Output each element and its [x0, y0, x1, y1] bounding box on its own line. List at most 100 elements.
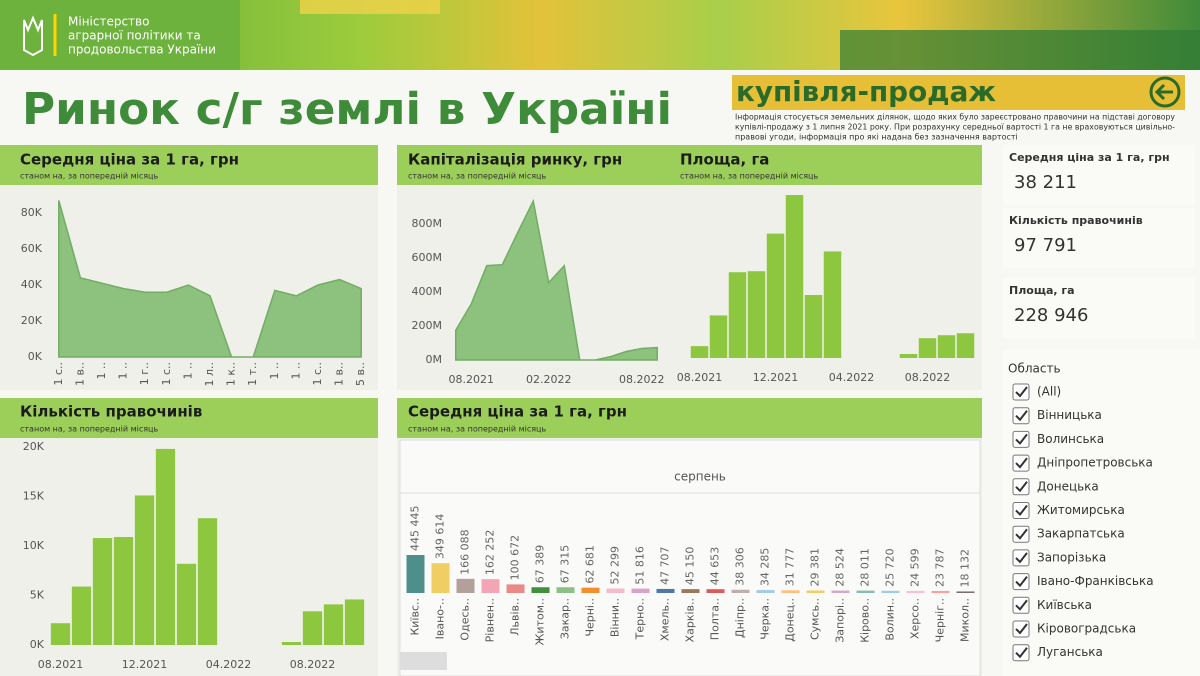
ministry-line: Міністерство [68, 15, 149, 29]
info-text: правові угоди, інформація про які надана… [735, 133, 1018, 142]
bar [581, 587, 600, 593]
bar [323, 604, 344, 645]
checkmark [1015, 647, 1028, 659]
checkmark [1015, 457, 1028, 469]
y-tick-label: 0M [426, 353, 443, 366]
checkbox[interactable] [1012, 407, 1030, 425]
filter-panel [1003, 350, 1200, 676]
info-text: Інформація стосується земельних ділянок,… [735, 113, 1175, 122]
filter-option[interactable]: Волинська [1037, 432, 1104, 446]
x-tick-label: Донец.. [784, 598, 797, 642]
chart-subtitle: станом на, за попередній місяць [408, 425, 547, 434]
value-label: 34 285 [759, 548, 772, 587]
x-tick-label: Терно.. [634, 598, 647, 640]
x-tick-label: 08.2022 [905, 371, 951, 384]
ministry-line: аграрної політики та [68, 29, 201, 43]
bar [906, 590, 925, 593]
x-tick-label: 02.2022 [526, 373, 572, 386]
kpi-card [1003, 145, 1195, 205]
bar [176, 563, 197, 645]
checkmark [1015, 623, 1028, 635]
x-tick-label: 1 .. [95, 362, 108, 380]
column-header: серпень [674, 470, 726, 484]
value-label: 25 720 [884, 548, 897, 587]
bar [92, 538, 113, 645]
x-tick-label: 1 .. [268, 362, 281, 380]
bar [406, 555, 425, 593]
value-label: 349 614 [434, 514, 447, 560]
value-label: 29 381 [809, 548, 822, 587]
x-tick-label: 08.2022 [619, 373, 665, 386]
value-label: 45 150 [684, 547, 697, 586]
checkbox[interactable] [1012, 502, 1030, 519]
x-tick-label: 1 .. [181, 362, 194, 380]
y-tick-label: 60K [21, 242, 43, 255]
bar [956, 591, 975, 593]
chart-subtitle: станом на, за попередній місяць [408, 172, 547, 181]
filter-option[interactable]: Запорізька [1037, 550, 1106, 564]
x-tick-label: Харків.. [684, 598, 697, 642]
bar [531, 587, 550, 593]
checkbox[interactable] [1012, 383, 1030, 401]
back-button[interactable] [1149, 76, 1181, 108]
filter-option[interactable]: Київська [1037, 598, 1092, 612]
value-label: 67 389 [534, 545, 547, 584]
y-tick-label: 20K [23, 440, 45, 453]
bar [785, 195, 804, 358]
bar [731, 589, 750, 593]
filter-option[interactable]: Дніпропетровська [1037, 456, 1153, 470]
y-tick-label: 20K [21, 314, 43, 327]
x-tick-label: 08.2021 [677, 371, 723, 384]
x-tick-label: 1 с.. [311, 362, 324, 386]
x-tick-label: Івано-.. [434, 598, 447, 639]
bar [155, 448, 176, 645]
filter-option[interactable]: Луганська [1037, 645, 1103, 659]
chart-area [399, 439, 981, 676]
filter-option[interactable]: (All) [1037, 385, 1061, 399]
bar [197, 518, 218, 645]
kpi-card [1003, 278, 1195, 338]
checkbox[interactable] [1012, 644, 1030, 662]
x-tick-label: 5 в.. [354, 362, 367, 386]
filter-option[interactable]: Житомирська [1037, 503, 1125, 517]
checkbox[interactable] [1012, 549, 1030, 567]
filter-option[interactable]: Вінницька [1037, 408, 1102, 422]
filter-option[interactable]: Закарпатська [1037, 527, 1125, 541]
x-tick-label: Полта.. [709, 598, 722, 640]
filter-option[interactable]: Кіровоградська [1037, 622, 1136, 636]
checkbox[interactable] [1012, 454, 1030, 472]
checkbox[interactable] [1012, 478, 1030, 496]
filter-option[interactable]: Донецька [1037, 479, 1099, 493]
chart-title: Кількість правочинів [20, 403, 202, 421]
scrollbar[interactable] [400, 652, 447, 670]
bar [606, 588, 625, 593]
area [58, 200, 362, 358]
x-tick-label: Львів.. [509, 598, 522, 636]
checkbox[interactable] [1012, 573, 1030, 591]
x-tick-label: 1 с.. [52, 362, 65, 386]
bar [431, 563, 450, 593]
x-tick-label: 1 в.. [333, 362, 346, 386]
value-label: 28 524 [834, 548, 847, 587]
value-label: 24 599 [909, 548, 922, 587]
checkmark [1015, 504, 1028, 517]
banner-tile [300, 0, 440, 14]
checkbox[interactable] [1012, 596, 1030, 614]
x-tick-label: Вінни.. [609, 598, 622, 637]
checkbox[interactable] [1012, 525, 1030, 543]
bar [831, 590, 850, 593]
checkbox[interactable] [1012, 620, 1030, 638]
x-tick-label: 1 л.. [203, 362, 216, 387]
bar [302, 611, 323, 645]
x-tick-label: 12.2021 [753, 371, 799, 384]
y-tick-label: 80K [21, 206, 43, 219]
x-tick-label: Черніг.. [934, 598, 947, 642]
y-tick-label: 0K [28, 350, 43, 363]
checkbox[interactable] [1012, 430, 1030, 448]
x-tick-label: 08.2022 [290, 658, 336, 671]
x-tick-label: 1 .. [289, 362, 302, 380]
x-tick-label: 1 в.. [73, 362, 86, 386]
chart-title: Капіталізація ринку, грн [408, 151, 622, 169]
filter-option[interactable]: Івано-Франківська [1037, 574, 1154, 588]
x-tick-label: 04.2022 [829, 371, 875, 384]
